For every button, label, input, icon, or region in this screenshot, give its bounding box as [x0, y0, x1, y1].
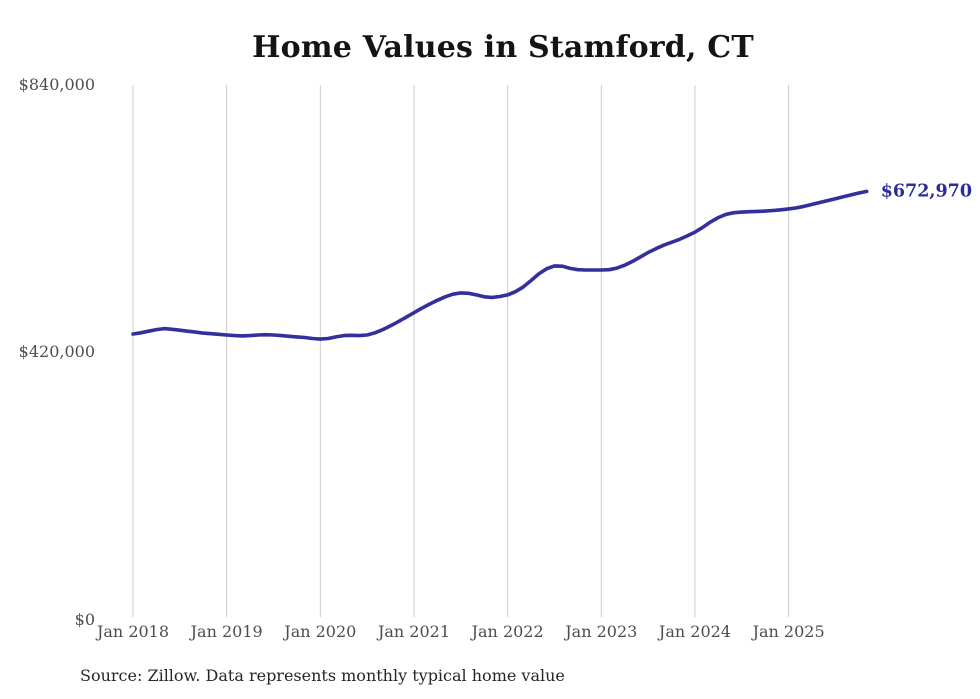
x-axis-tick-label: Jan 2022	[471, 622, 544, 641]
x-axis-tick-label: Jan 2018	[96, 622, 170, 641]
x-axis-tick-label: Jan 2021	[377, 622, 450, 641]
source-note: Source: Zillow. Data represents monthly …	[80, 666, 565, 685]
y-axis-tick-840000: $840,000	[18, 75, 95, 94]
x-axis-tick-label: Jan 2019	[190, 622, 263, 641]
x-axis-tick-label: Jan 2020	[284, 622, 357, 641]
home-value-line	[131, 189, 869, 341]
x-axis-tick-label: Jan 2025	[752, 622, 825, 641]
y-axis-tick-420000: $420,000	[18, 342, 95, 361]
x-axis-tick-label: Jan 2023	[565, 622, 638, 641]
x-axis-tick-label: Jan 2024	[658, 622, 731, 641]
end-value-label: $672,970	[881, 181, 972, 201]
chart-title: Home Values in Stamford, CT	[252, 30, 754, 65]
y-axis-tick-0: $0	[74, 610, 95, 629]
